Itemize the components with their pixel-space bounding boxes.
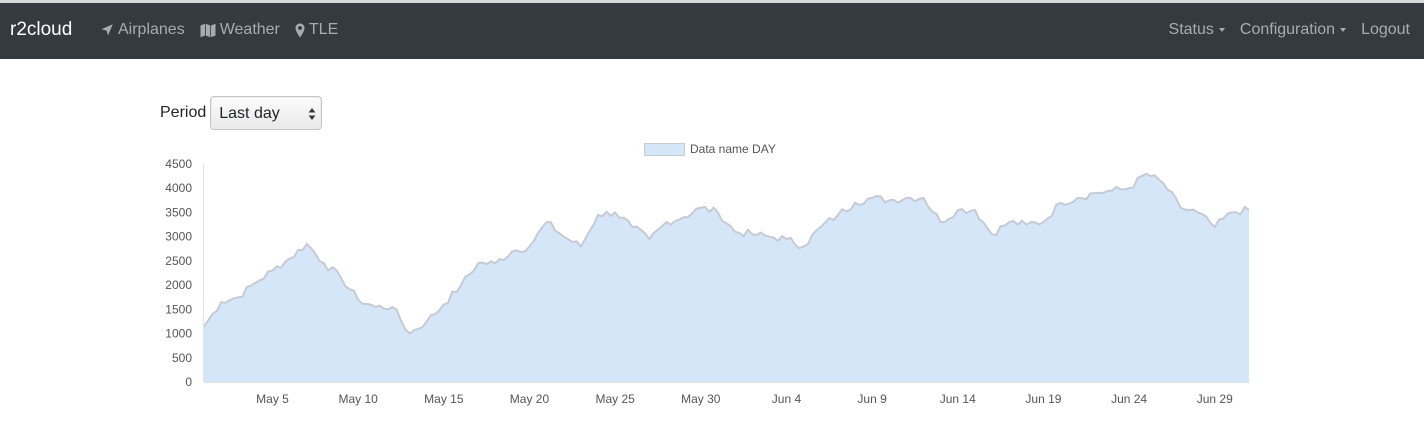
y-tick-label: 3000: [165, 230, 192, 244]
series-line: [203, 172, 1250, 335]
map-icon: [200, 23, 216, 37]
x-tick-label: May 10: [339, 392, 379, 406]
x-tick-label: Jun 4: [772, 392, 802, 406]
y-tick-label: 500: [172, 351, 192, 365]
nav-configuration-label: Configuration: [1239, 21, 1336, 38]
period-select-value: Last day: [219, 105, 280, 122]
area-chart: 0 500 1000 1500 2000 2500 3000 3500 4000 4500 May …: [165, 142, 1250, 406]
plane-icon: [101, 24, 113, 36]
nav-right: Status Configuration Logout: [1154, 21, 1410, 39]
period-control: Period Last day: [160, 96, 323, 130]
y-tick-label: 4500: [165, 157, 192, 171]
y-tick-label: 2500: [165, 254, 192, 268]
nav-status-label: Status: [1168, 21, 1214, 38]
map-marker-icon: [295, 23, 305, 37]
y-tick-label: 0: [185, 375, 192, 389]
caret-down-icon: [1218, 28, 1225, 32]
area-fill: [204, 173, 1249, 382]
x-tick-label: May 25: [595, 392, 635, 406]
x-tick-label: May 5: [256, 392, 289, 406]
nav-tle-link[interactable]: TLE: [295, 21, 338, 39]
period-label: Period: [160, 104, 207, 121]
y-tick-label: 3500: [165, 205, 192, 219]
y-tick-label: 2000: [165, 278, 192, 292]
x-tick-label: Jun 14: [940, 392, 976, 406]
nav-logout-label: Logout: [1361, 21, 1410, 38]
y-tick-label: 1500: [165, 302, 192, 316]
nav-airplanes-label: Airplanes: [118, 21, 185, 38]
nav-configuration-dropdown[interactable]: Configuration: [1239, 21, 1347, 39]
x-tick-label: Jun 9: [857, 392, 887, 406]
nav-status-dropdown[interactable]: Status: [1169, 21, 1225, 39]
select-arrows-icon: [308, 108, 316, 120]
browser-strip: [0, 0, 1424, 3]
y-tick-label: 4000: [165, 181, 192, 195]
x-tick-label: Jun 29: [1197, 392, 1233, 406]
nav-airplanes-link[interactable]: Airplanes: [100, 21, 185, 39]
nav-left: Airplanes Weather TLE: [100, 21, 353, 39]
brand-logo[interactable]: r2cloud: [10, 19, 73, 40]
nav-weather-label: Weather: [219, 21, 280, 38]
x-tick-label: Jun 24: [1111, 392, 1147, 406]
navbar: r2cloud Airplanes Weather TLE Status Con…: [0, 3, 1424, 59]
period-select[interactable]: Last day: [210, 96, 323, 130]
legend-swatch: [644, 143, 685, 156]
y-tick-label: 1000: [165, 327, 192, 341]
nav-weather-link[interactable]: Weather: [200, 21, 280, 39]
nav-tle-label: TLE: [308, 21, 339, 38]
x-tick-label: May 20: [510, 392, 550, 406]
legend-label: Data name DAY: [690, 142, 776, 156]
caret-down-icon: [1340, 28, 1347, 32]
x-tick-label: May 15: [424, 392, 464, 406]
x-tick-label: Jun 19: [1025, 392, 1061, 406]
nav-logout-link[interactable]: Logout: [1361, 21, 1410, 39]
x-tick-label: May 30: [681, 392, 721, 406]
